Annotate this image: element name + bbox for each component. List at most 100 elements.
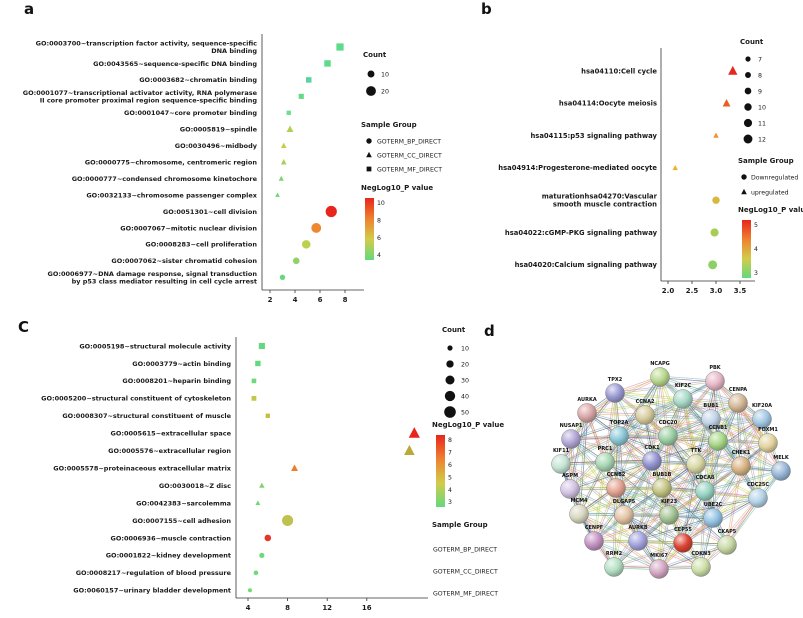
svg-text:8: 8 bbox=[343, 296, 348, 304]
svg-text:BUB1B: BUB1B bbox=[653, 472, 672, 478]
svg-text:TPX2: TPX2 bbox=[608, 377, 623, 383]
svg-text:GO:0060157~urinary bladder dev: GO:0060157~urinary bladder development bbox=[73, 587, 231, 595]
svg-text:MELK: MELK bbox=[773, 455, 790, 461]
svg-text:Sample Group: Sample Group bbox=[432, 521, 488, 529]
svg-text:DLGAP5: DLGAP5 bbox=[613, 499, 636, 505]
svg-text:Downregulated: Downregulated bbox=[751, 174, 798, 181]
svg-text:11: 11 bbox=[758, 120, 766, 127]
svg-text:2.5: 2.5 bbox=[686, 287, 699, 295]
svg-text:GO:0030018~Z disc: GO:0030018~Z disc bbox=[159, 482, 231, 490]
svg-text:20: 20 bbox=[461, 361, 469, 368]
svg-text:30: 30 bbox=[461, 377, 469, 384]
panel-c-legend: Count 10 20 30 40 50 Sample Group GOTERM_BP_DIR… bbox=[432, 326, 504, 597]
svg-text:CKAP5: CKAP5 bbox=[718, 529, 737, 535]
svg-text:GO:0008307~structural constitu: GO:0008307~structural constituent of mus… bbox=[62, 412, 231, 420]
svg-text:maturationhsa04270:Vascular: maturationhsa04270:Vascular bbox=[542, 193, 658, 201]
svg-text:GOTERM_CC_DIRECT: GOTERM_CC_DIRECT bbox=[377, 152, 442, 159]
svg-text:GO:0030496~midbody: GO:0030496~midbody bbox=[175, 142, 258, 150]
svg-text:GO:0001822~kidney development: GO:0001822~kidney development bbox=[106, 552, 231, 560]
svg-text:8: 8 bbox=[448, 437, 452, 444]
svg-text:KIF20A: KIF20A bbox=[752, 403, 772, 409]
svg-text:upregulated: upregulated bbox=[751, 189, 789, 196]
svg-text:4: 4 bbox=[448, 487, 452, 494]
svg-text:CCNA2: CCNA2 bbox=[636, 399, 655, 405]
svg-text:GOTERM_CC_DIRECT: GOTERM_CC_DIRECT bbox=[433, 568, 498, 575]
svg-text:10: 10 bbox=[758, 104, 766, 111]
svg-text:GO:0003779~actin binding: GO:0003779~actin binding bbox=[132, 360, 231, 368]
svg-text:FOXM1: FOXM1 bbox=[758, 427, 778, 433]
svg-text:GO:0007155~cell adhesion: GO:0007155~cell adhesion bbox=[132, 517, 231, 525]
svg-text:10: 10 bbox=[381, 71, 389, 78]
svg-text:PRC1: PRC1 bbox=[598, 446, 613, 452]
svg-text:GOTERM_MF_DIRECT: GOTERM_MF_DIRECT bbox=[433, 590, 498, 597]
svg-text:RRM2: RRM2 bbox=[606, 551, 623, 557]
svg-text:TOP2A: TOP2A bbox=[610, 420, 629, 426]
panel-b-letter: b bbox=[481, 0, 492, 18]
svg-text:GOTERM_MF_DIRECT: GOTERM_MF_DIRECT bbox=[377, 166, 442, 173]
svg-text:2.0: 2.0 bbox=[662, 287, 675, 295]
svg-text:GO:0051301~cell division: GO:0051301~cell division bbox=[163, 208, 257, 216]
svg-text:50: 50 bbox=[461, 409, 469, 416]
svg-text:GO:0005200~structural constitu: GO:0005200~structural constituent of cyt… bbox=[41, 395, 231, 403]
svg-text:GO:0006977~DNA damage response: GO:0006977~DNA damage response, signal t… bbox=[48, 270, 258, 278]
svg-text:12: 12 bbox=[758, 136, 766, 143]
svg-text:NegLog10_P value: NegLog10_P value bbox=[361, 184, 433, 192]
svg-text:CCNB1: CCNB1 bbox=[709, 425, 728, 431]
svg-text:GOTERM_BP_DIRECT: GOTERM_BP_DIRECT bbox=[433, 546, 497, 553]
svg-text:GO:0008283~cell proliferation: GO:0008283~cell proliferation bbox=[145, 241, 257, 249]
svg-text:4: 4 bbox=[246, 604, 251, 612]
svg-text:smooth muscle contraction: smooth muscle contraction bbox=[553, 200, 657, 208]
svg-text:CENPF: CENPF bbox=[585, 525, 603, 531]
svg-text:hsa04914:Progesterone-mediated: hsa04914:Progesterone-mediated oocyte bbox=[498, 164, 657, 172]
svg-text:4: 4 bbox=[754, 246, 758, 253]
svg-text:GO:0005819~spindle: GO:0005819~spindle bbox=[180, 126, 258, 134]
svg-text:CDK1: CDK1 bbox=[644, 445, 660, 451]
svg-text:CCNB2: CCNB2 bbox=[607, 472, 626, 478]
svg-text:by p53 class mediator resultin: by p53 class mediator resulting in cell … bbox=[72, 277, 257, 285]
svg-text:GO:0043565~sequence-specific D: GO:0043565~sequence-specific DNA binding bbox=[93, 60, 257, 68]
svg-text:KIF2C: KIF2C bbox=[675, 383, 692, 389]
svg-text:TTK: TTK bbox=[691, 448, 703, 454]
svg-text:10: 10 bbox=[377, 200, 385, 207]
svg-text:GO:0005198~structural molecule: GO:0005198~structural molecule activity bbox=[79, 342, 231, 350]
svg-text:hsa04020:Calcium signaling pat: hsa04020:Calcium signaling pathway bbox=[515, 261, 658, 269]
svg-text:CEP55: CEP55 bbox=[674, 527, 692, 533]
svg-text:GO:0042383~sarcolemma: GO:0042383~sarcolemma bbox=[136, 499, 231, 507]
svg-text:GO:0006936~muscle contraction: GO:0006936~muscle contraction bbox=[110, 534, 231, 542]
svg-text:GO:0008217~regulation of blood: GO:0008217~regulation of blood pressure bbox=[76, 569, 232, 577]
svg-text:NCAPG: NCAPG bbox=[650, 361, 670, 367]
svg-text:CDKN3: CDKN3 bbox=[691, 551, 711, 557]
svg-text:Sample Group: Sample Group bbox=[738, 157, 794, 165]
svg-text:GO:0005576~extracellular regio: GO:0005576~extracellular region bbox=[108, 447, 231, 455]
panel-c-dotplot: 4 8 12 16 GO:0005198~structural molecule act… bbox=[41, 326, 504, 612]
svg-text:CDC20: CDC20 bbox=[659, 420, 678, 426]
network-edges bbox=[559, 375, 783, 571]
svg-text:AURKB: AURKB bbox=[628, 525, 648, 531]
svg-text:9: 9 bbox=[758, 88, 762, 95]
svg-text:KIF11: KIF11 bbox=[553, 448, 570, 454]
panel-a-letter: a bbox=[24, 0, 35, 18]
svg-text:GO:0003700~transcription facto: GO:0003700~transcription factor activity… bbox=[36, 40, 257, 48]
svg-text:3.0: 3.0 bbox=[710, 287, 723, 295]
svg-text:Count: Count bbox=[363, 51, 387, 59]
panel-b-legend: Count 7 8 9 10 11 12 Sample Group Downregulated u… bbox=[738, 38, 803, 278]
svg-text:7: 7 bbox=[448, 450, 452, 457]
panel-d-letter: d bbox=[484, 322, 495, 340]
panel-c-letter: C bbox=[18, 318, 30, 336]
svg-text:Count: Count bbox=[740, 38, 764, 46]
svg-text:DNA binding: DNA binding bbox=[211, 47, 257, 55]
svg-text:GO:0003682~chromatin binding: GO:0003682~chromatin binding bbox=[139, 76, 257, 84]
svg-text:Count: Count bbox=[442, 326, 466, 334]
panel-c-plot: 4 8 12 16 GO:0005198~structural molecule act… bbox=[41, 337, 428, 612]
svg-text:KIF23: KIF23 bbox=[661, 499, 678, 505]
svg-text:GOTERM_BP_DIRECT: GOTERM_BP_DIRECT bbox=[377, 138, 441, 145]
svg-text:CDC25C: CDC25C bbox=[747, 482, 769, 488]
svg-text:5: 5 bbox=[754, 222, 758, 229]
svg-text:7: 7 bbox=[758, 56, 762, 63]
svg-text:CHEK1: CHEK1 bbox=[732, 450, 751, 456]
svg-text:CDCA8: CDCA8 bbox=[696, 475, 715, 481]
svg-text:40: 40 bbox=[461, 393, 469, 400]
svg-text:8: 8 bbox=[377, 218, 381, 225]
svg-text:CENPA: CENPA bbox=[729, 387, 747, 393]
